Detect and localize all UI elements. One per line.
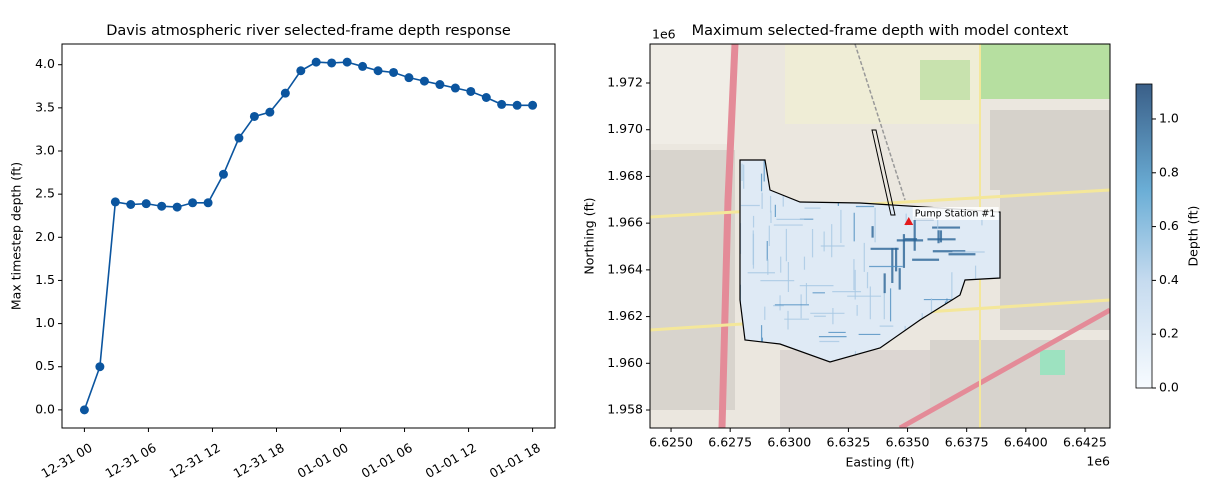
y-tick-label: 1.5 — [35, 272, 55, 287]
y-tick-label: 1.970 — [607, 121, 643, 136]
y-tick-label: 1.960 — [607, 355, 643, 370]
x-tick-label: 6.6350 — [886, 435, 930, 450]
data-point — [296, 66, 306, 76]
plot-frame — [61, 43, 556, 429]
x-tick-label: 12-31 12 — [167, 440, 223, 481]
x-tick-label: 6.6250 — [649, 435, 693, 450]
x-tick-label: 6.6425 — [1063, 435, 1107, 450]
y-tick-label: 1.972 — [607, 75, 643, 90]
colorbar-tick-label: 0.0 — [1159, 380, 1179, 395]
data-point — [110, 197, 120, 207]
data-point — [327, 58, 337, 68]
x-tick-label: 12-31 06 — [103, 440, 159, 481]
x-tick-label: 6.6400 — [1004, 435, 1048, 450]
y-tick-label: 2.0 — [35, 229, 55, 244]
colorbar — [1135, 83, 1153, 389]
data-point — [311, 57, 321, 67]
data-point — [466, 86, 476, 96]
colorbar-tick-label: 0.6 — [1159, 218, 1179, 233]
data-point — [481, 93, 491, 103]
colorbar-label: Depth (ft) — [1186, 206, 1201, 267]
y-tick-label: 2.5 — [35, 186, 55, 201]
y-tick-label: 1.964 — [607, 261, 643, 276]
data-point — [358, 61, 368, 71]
colorbar-tick-label: 1.0 — [1159, 110, 1179, 125]
x-offset: 1e6 — [1086, 454, 1110, 469]
plot-frame — [649, 43, 1111, 429]
data-point — [218, 169, 228, 179]
x-tick-label: 12-31 18 — [231, 440, 287, 481]
y-offset: 1e6 — [652, 27, 676, 42]
y-axis-label: Northing (ft) — [582, 197, 597, 274]
data-point — [497, 99, 507, 109]
data-point — [203, 198, 213, 208]
model-boundary — [739, 159, 1001, 363]
chart-title: Maximum selected-frame depth with model … — [692, 23, 1069, 39]
chart-title: Davis atmospheric river selected-frame d… — [106, 23, 511, 39]
data-point — [404, 73, 414, 83]
x-tick-label: 01-01 12 — [423, 440, 479, 481]
data-point — [435, 80, 445, 90]
data-point — [188, 198, 198, 208]
x-tick-label: 6.6325 — [827, 435, 871, 450]
data-point — [157, 201, 167, 211]
y-tick-label: 1.966 — [607, 215, 643, 230]
y-axis-label: Max timestep depth (ft) — [9, 162, 24, 310]
data-point — [373, 66, 383, 76]
data-point — [389, 67, 399, 77]
data-point — [419, 76, 429, 86]
x-tick-label: 01-01 06 — [359, 440, 415, 481]
x-tick-label: 12-31 00 — [39, 440, 95, 481]
data-point — [234, 133, 244, 143]
x-tick-label: 6.6375 — [945, 435, 989, 450]
colorbar-tick-label: 0.2 — [1159, 326, 1179, 341]
series-line — [83, 61, 533, 411]
y-tick-label: 1.968 — [607, 168, 643, 183]
y-tick-label: 0.5 — [35, 358, 55, 373]
data-point — [95, 362, 105, 372]
x-axis-label: Easting (ft) — [845, 455, 914, 470]
annotation-box — [912, 206, 999, 220]
data-point — [342, 57, 352, 67]
y-tick-label: 0.0 — [35, 401, 55, 416]
data-point — [450, 83, 460, 93]
basemap — [650, 44, 1110, 428]
colorbar-tick-label: 0.8 — [1159, 164, 1179, 179]
data-point — [528, 100, 538, 110]
data-point — [280, 88, 290, 98]
data-point — [141, 199, 151, 209]
pump-station-marker — [904, 216, 914, 225]
x-tick-label: 01-01 00 — [295, 440, 351, 481]
y-tick-label: 1.958 — [607, 402, 643, 417]
x-tick-label: 01-01 18 — [487, 440, 543, 481]
data-point — [512, 100, 522, 110]
y-tick-label: 1.0 — [35, 315, 55, 330]
y-tick-label: 3.5 — [35, 99, 55, 114]
data-point — [265, 107, 275, 117]
data-point — [172, 202, 182, 212]
data-point — [249, 111, 259, 121]
annotation-label: Pump Station #1 — [915, 208, 996, 219]
x-tick-label: 6.6300 — [767, 435, 811, 450]
y-tick-label: 4.0 — [35, 56, 55, 71]
y-tick-label: 3.0 — [35, 143, 55, 158]
x-tick-label: 6.6275 — [708, 435, 752, 450]
y-tick-label: 1.962 — [607, 308, 643, 323]
data-point — [79, 405, 89, 415]
data-point — [126, 200, 136, 210]
colorbar-tick-label: 0.4 — [1159, 272, 1179, 287]
channel — [871, 129, 896, 216]
